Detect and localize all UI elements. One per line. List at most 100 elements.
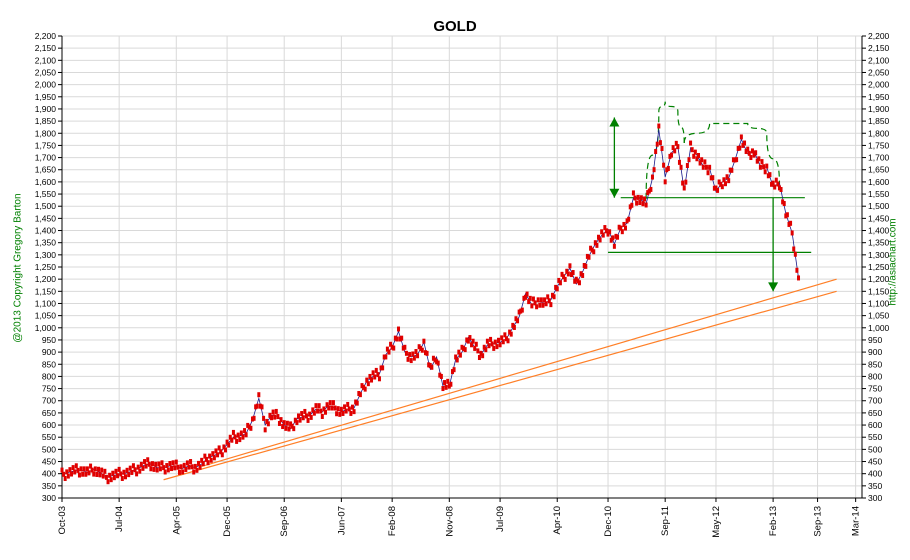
price-point [216,452,220,458]
arrow-head [609,117,620,127]
price-point [198,464,202,470]
price-point [779,187,783,193]
y-tick-label-left: 850 [42,359,56,369]
price-point [754,150,758,156]
price-point [157,461,161,467]
price-point [590,247,594,253]
price-point [479,350,483,356]
price-point [384,354,388,360]
arrow-head [609,188,620,198]
price-point [655,141,659,147]
price-point [752,152,756,158]
price-point [579,271,583,277]
price-point [736,145,740,151]
price-point [425,350,429,356]
price-point [335,411,339,417]
y-tick-label-right: 1,500 [868,201,890,211]
price-point [760,159,764,165]
price-point [531,296,535,302]
price-point [455,357,459,363]
y-tick-label-left: 1,350 [35,238,57,248]
price-point [409,358,413,364]
price-point [285,420,289,426]
price-point [257,392,261,398]
price-point [263,427,267,433]
y-tick-label-left: 1,900 [35,104,57,114]
x-tick-label: Sep-13 [813,506,824,537]
price-point [204,456,208,462]
price-point [150,461,154,467]
price-point [238,437,242,443]
price-point [514,316,518,322]
price-point [773,184,777,190]
y-tick-label-right: 700 [868,396,882,406]
price-point [535,304,539,310]
price-point [365,377,369,383]
price-point [498,342,502,348]
support-trendline [201,278,837,467]
price-point [344,408,348,414]
price-point [671,145,675,151]
y-tick-label-right: 1,000 [868,323,890,333]
price-point [681,180,685,186]
price-point [606,231,610,237]
price-point [647,188,651,194]
y-tick-label-left: 700 [42,396,56,406]
y-tick-label-left: 550 [42,432,56,442]
price-point [401,345,405,351]
price-point [152,466,156,472]
price-point [682,185,686,191]
price-point [520,307,524,313]
price-point [631,190,635,196]
price-point [452,367,456,373]
price-point [208,453,212,459]
price-point [282,420,286,426]
price-point [660,146,664,152]
price-point [89,463,93,469]
price-point [306,417,310,423]
price-point [670,152,674,158]
price-point [722,177,726,183]
price-point [173,465,177,471]
y-tick-label-right: 850 [868,359,882,369]
price-point [536,297,540,303]
price-point [295,420,299,426]
price-point [341,410,345,416]
price-point [349,410,353,416]
price-point [149,466,153,472]
price-point [654,149,658,155]
price-point [358,392,362,398]
price-point [206,460,210,466]
price-point [290,423,294,429]
price-point [323,409,327,415]
price-point [252,415,256,421]
price-point [462,345,466,351]
price-point [303,408,307,414]
price-point [792,246,796,252]
price-point [246,422,250,428]
x-tick-label: Dec-10 [603,506,614,537]
price-point [70,471,74,477]
price-point [222,444,226,450]
price-point [162,465,166,471]
price-point [127,472,131,478]
price-point [209,457,213,463]
price-point [685,163,689,169]
price-point [339,406,343,412]
price-point [550,292,554,298]
y-tick-label-left: 750 [42,384,56,394]
price-point [357,390,361,396]
price-point [360,383,364,389]
price-point [177,469,181,475]
price-point [503,332,507,338]
price-point [617,224,621,230]
price-point [87,470,91,476]
price-point [311,407,315,413]
price-point [235,438,239,444]
price-point [82,466,86,472]
price-point [320,413,324,419]
y-tick-label-right: 1,600 [868,177,890,187]
price-point [443,380,447,386]
price-point [287,426,291,432]
price-point [650,174,654,180]
